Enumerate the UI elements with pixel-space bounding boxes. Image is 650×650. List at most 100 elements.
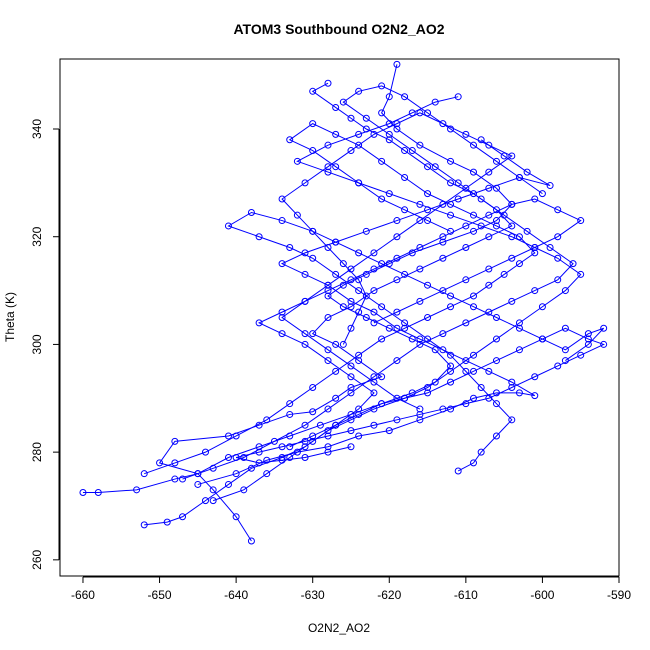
data-point xyxy=(301,297,309,305)
data-point xyxy=(370,378,378,386)
data-point xyxy=(324,243,332,251)
series-7 xyxy=(179,82,577,483)
data-point xyxy=(477,448,485,456)
data-point xyxy=(247,208,255,216)
data-point xyxy=(439,346,447,354)
data-point xyxy=(424,217,432,225)
data-point xyxy=(416,141,424,149)
data-point xyxy=(133,486,141,494)
data-point xyxy=(278,330,286,338)
series-line xyxy=(144,96,582,526)
data-point xyxy=(431,163,439,171)
data-point xyxy=(401,319,409,327)
data-point xyxy=(485,233,493,241)
series-1 xyxy=(156,79,516,545)
data-point xyxy=(324,168,332,176)
data-point xyxy=(385,120,393,128)
data-point xyxy=(477,222,485,230)
data-point xyxy=(416,200,424,208)
data-point xyxy=(347,373,355,381)
data-point xyxy=(347,276,355,284)
data-point xyxy=(485,367,493,375)
data-point xyxy=(347,427,355,435)
x-tick-label: -610 xyxy=(454,588,478,602)
data-point xyxy=(538,303,546,311)
series-3 xyxy=(140,93,585,529)
data-point xyxy=(401,270,409,278)
data-point xyxy=(255,459,263,467)
data-point xyxy=(355,141,363,149)
data-point xyxy=(515,233,523,241)
data-point xyxy=(554,206,562,214)
data-point xyxy=(424,314,432,321)
data-point xyxy=(232,432,240,440)
data-point xyxy=(523,227,531,235)
data-point xyxy=(324,443,332,451)
data-point xyxy=(355,432,363,440)
data-point xyxy=(485,211,493,219)
data-point xyxy=(393,120,401,128)
series-line xyxy=(281,112,513,410)
data-point xyxy=(416,410,424,418)
data-point xyxy=(362,314,370,321)
data-point xyxy=(355,276,363,284)
data-point xyxy=(401,324,409,332)
data-point xyxy=(263,456,271,464)
data-point xyxy=(255,448,263,456)
data-point xyxy=(447,367,455,375)
data-point xyxy=(378,109,386,117)
data-point xyxy=(347,410,355,418)
series-line xyxy=(182,85,574,480)
data-point xyxy=(224,222,232,230)
data-point xyxy=(470,459,478,467)
data-point xyxy=(347,303,355,311)
data-point xyxy=(515,389,523,397)
data-point xyxy=(301,340,309,348)
data-point xyxy=(577,351,585,359)
chart-title: ATOM3 Southbound O2N2_AO2 xyxy=(233,21,444,37)
data-point xyxy=(454,195,462,203)
data-point xyxy=(301,270,309,278)
data-point xyxy=(431,346,439,354)
data-point xyxy=(370,389,378,397)
data-point xyxy=(362,227,370,235)
data-point xyxy=(416,109,424,117)
data-point xyxy=(447,200,455,208)
data-point xyxy=(508,233,516,241)
data-point xyxy=(194,470,202,478)
data-point xyxy=(240,486,248,494)
data-point xyxy=(232,454,240,462)
series-line xyxy=(144,123,536,475)
data-point xyxy=(347,265,355,273)
x-tick-label: -590 xyxy=(607,588,631,602)
data-point xyxy=(270,437,278,445)
data-point xyxy=(531,243,539,251)
data-point xyxy=(600,340,608,348)
data-point xyxy=(600,324,608,332)
data-point xyxy=(286,410,294,418)
data-point xyxy=(393,308,401,316)
data-point xyxy=(500,211,508,219)
data-point xyxy=(370,287,378,295)
data-point xyxy=(332,340,340,348)
data-point xyxy=(347,384,355,392)
series-line xyxy=(82,64,513,494)
data-point xyxy=(201,497,209,505)
data-point xyxy=(393,416,401,424)
data-point xyxy=(301,179,309,187)
data-point xyxy=(171,475,179,483)
data-point xyxy=(546,182,554,190)
data-point xyxy=(492,222,500,230)
data-point xyxy=(462,400,470,408)
data-point xyxy=(508,384,516,392)
data-point xyxy=(508,297,516,305)
data-point xyxy=(454,467,462,475)
data-point xyxy=(362,292,370,300)
x-tick-label: -600 xyxy=(530,588,554,602)
data-point xyxy=(538,335,546,343)
data-point xyxy=(324,79,332,87)
data-point xyxy=(531,249,539,257)
data-point xyxy=(531,195,539,203)
data-point xyxy=(401,173,409,181)
data-point xyxy=(470,211,478,219)
